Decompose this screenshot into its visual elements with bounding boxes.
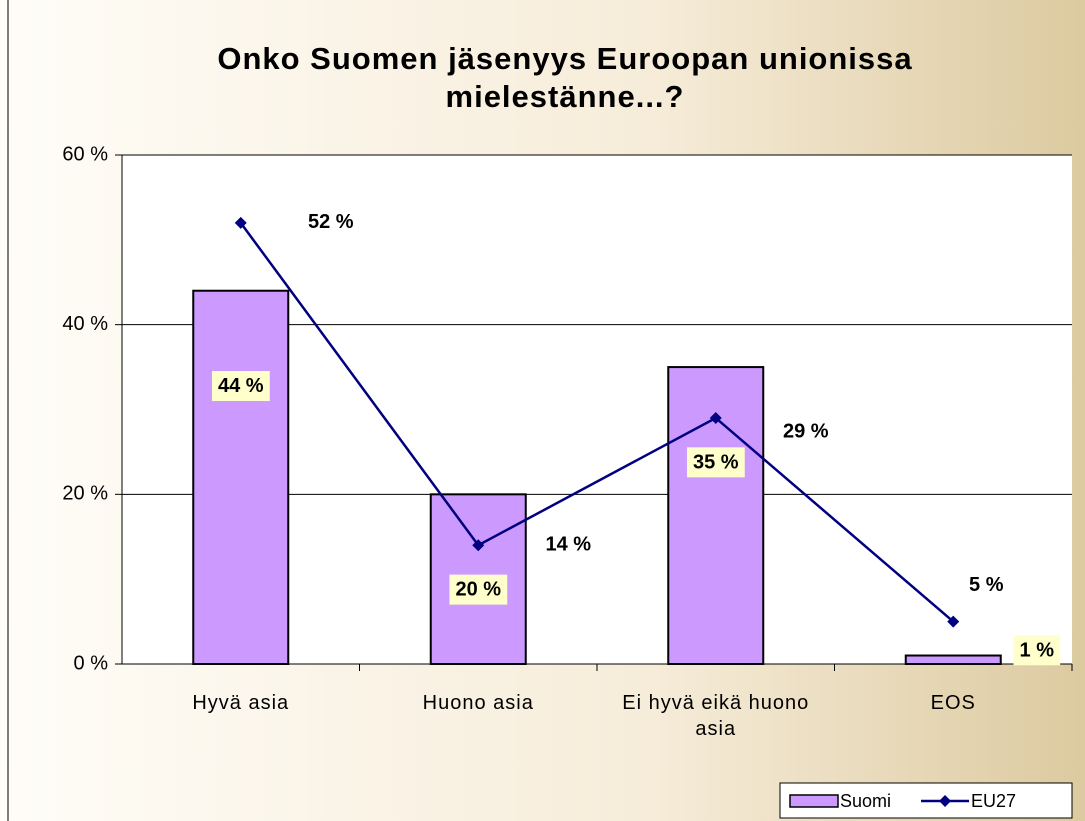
legend-label: EU27 (971, 791, 1016, 811)
chart-title: Onko Suomen jäsenyys Euroopan unionissa … (217, 41, 913, 114)
bar (904, 654, 1002, 665)
line (239, 222, 955, 623)
legend-marker (939, 795, 952, 807)
data-label: 29 % (783, 420, 829, 442)
data-label: 1 % (1020, 639, 1055, 661)
data-label-box (211, 371, 270, 402)
x-tick-label: Hyvä asia (192, 692, 290, 714)
y-tick-label: 40 % (62, 313, 108, 335)
data-label-box (449, 574, 508, 605)
x-tick-label: Huono asia (422, 692, 534, 714)
bar (667, 366, 765, 665)
marker (234, 216, 247, 229)
data-label: 35 % (693, 451, 739, 473)
data-label: 5 % (969, 574, 1004, 596)
bar (429, 493, 527, 666)
legend-label: Suomi (840, 791, 891, 811)
data-label-box (686, 447, 745, 478)
y-tick-label: 0 % (74, 652, 109, 674)
data-label: 14 % (545, 534, 591, 556)
y-tick-label: 20 % (62, 483, 108, 505)
marker (947, 615, 960, 628)
data-label: 52 % (308, 211, 354, 233)
legend-swatch (789, 794, 839, 808)
data-label: 20 % (455, 579, 501, 601)
marker (472, 539, 485, 552)
marker (709, 411, 722, 424)
x-tick-label: Ei hyvä eikä huono asia (622, 692, 810, 740)
x-tick-label: EOS (930, 692, 976, 714)
data-label-box (1013, 635, 1061, 666)
y-tick-label: 60 % (62, 143, 108, 165)
data-label: 44 % (218, 375, 264, 397)
bar (192, 289, 290, 665)
